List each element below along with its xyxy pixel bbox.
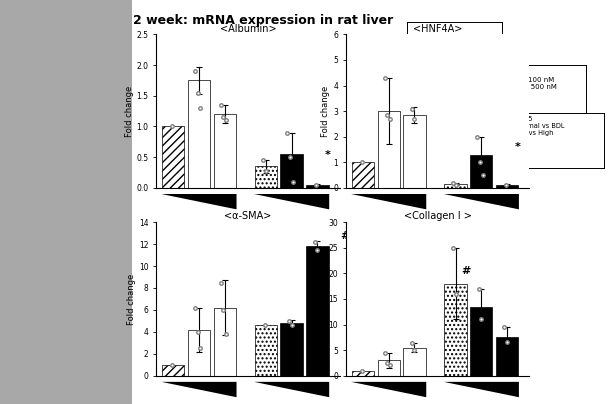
Text: #: # [340,231,349,241]
Polygon shape [351,194,426,209]
Polygon shape [162,194,236,209]
Bar [162,126,184,188]
Y-axis label: Fold change: Fold change [124,86,133,137]
Text: Low: 100 nM
High: 500 nM: Low: 100 nM High: 500 nM [510,77,556,90]
Title: <α-SMA>: <α-SMA> [224,211,272,221]
Text: Normal Cy5 (-): Normal Cy5 (-) [426,36,472,41]
Bar [162,365,184,376]
Bar [444,284,467,376]
Bar [352,370,374,376]
Text: BDL Cy5 (-): BDL Cy5 (-) [426,74,461,79]
Title: <Collagen Ⅰ >: <Collagen Ⅰ > [404,211,471,221]
Title: <HNF4A>: <HNF4A> [413,23,462,34]
Bar [214,114,236,188]
Bar [403,347,425,376]
Y-axis label: Fold change: Fold change [127,274,136,324]
Bar [496,337,518,376]
Bar [214,308,236,376]
Text: 2 week: mRNA expression in rat liver: 2 week: mRNA expression in rat liver [133,14,394,27]
Polygon shape [254,382,329,397]
Bar [378,360,400,376]
Bar [403,115,425,188]
Polygon shape [444,194,519,209]
Y-axis label: Fold change: Fold change [321,86,330,137]
Text: #: # [461,266,471,276]
Y-axis label: Fold change: Fold change [316,274,326,324]
Bar [410,72,422,83]
Bar [444,184,467,188]
Bar [188,330,210,376]
Bar [410,53,422,64]
Bar [306,246,329,376]
Bar [470,307,493,376]
Bar [280,154,303,188]
Text: P<0.05
# Normal vs BDL
* Low vs High: P<0.05 # Normal vs BDL * Low vs High [508,116,565,136]
Bar [255,166,277,188]
Bar [352,162,374,188]
Polygon shape [162,382,236,397]
Bar [410,91,422,102]
Text: *: * [325,150,330,160]
Title: <Albumin>: <Albumin> [220,23,276,34]
Polygon shape [444,382,519,397]
Bar [188,80,210,188]
Bar [255,325,277,376]
Bar [280,323,303,376]
Bar [496,185,518,188]
Polygon shape [254,194,329,209]
Polygon shape [351,382,426,397]
Bar [306,185,329,188]
Bar [410,34,422,45]
Text: BDL Cy5 (+): BDL Cy5 (+) [426,93,465,98]
Bar [378,111,400,188]
Bar [470,155,493,188]
Text: *: * [515,142,520,152]
Text: Normal Cy5 (+): Normal Cy5 (+) [426,55,475,60]
